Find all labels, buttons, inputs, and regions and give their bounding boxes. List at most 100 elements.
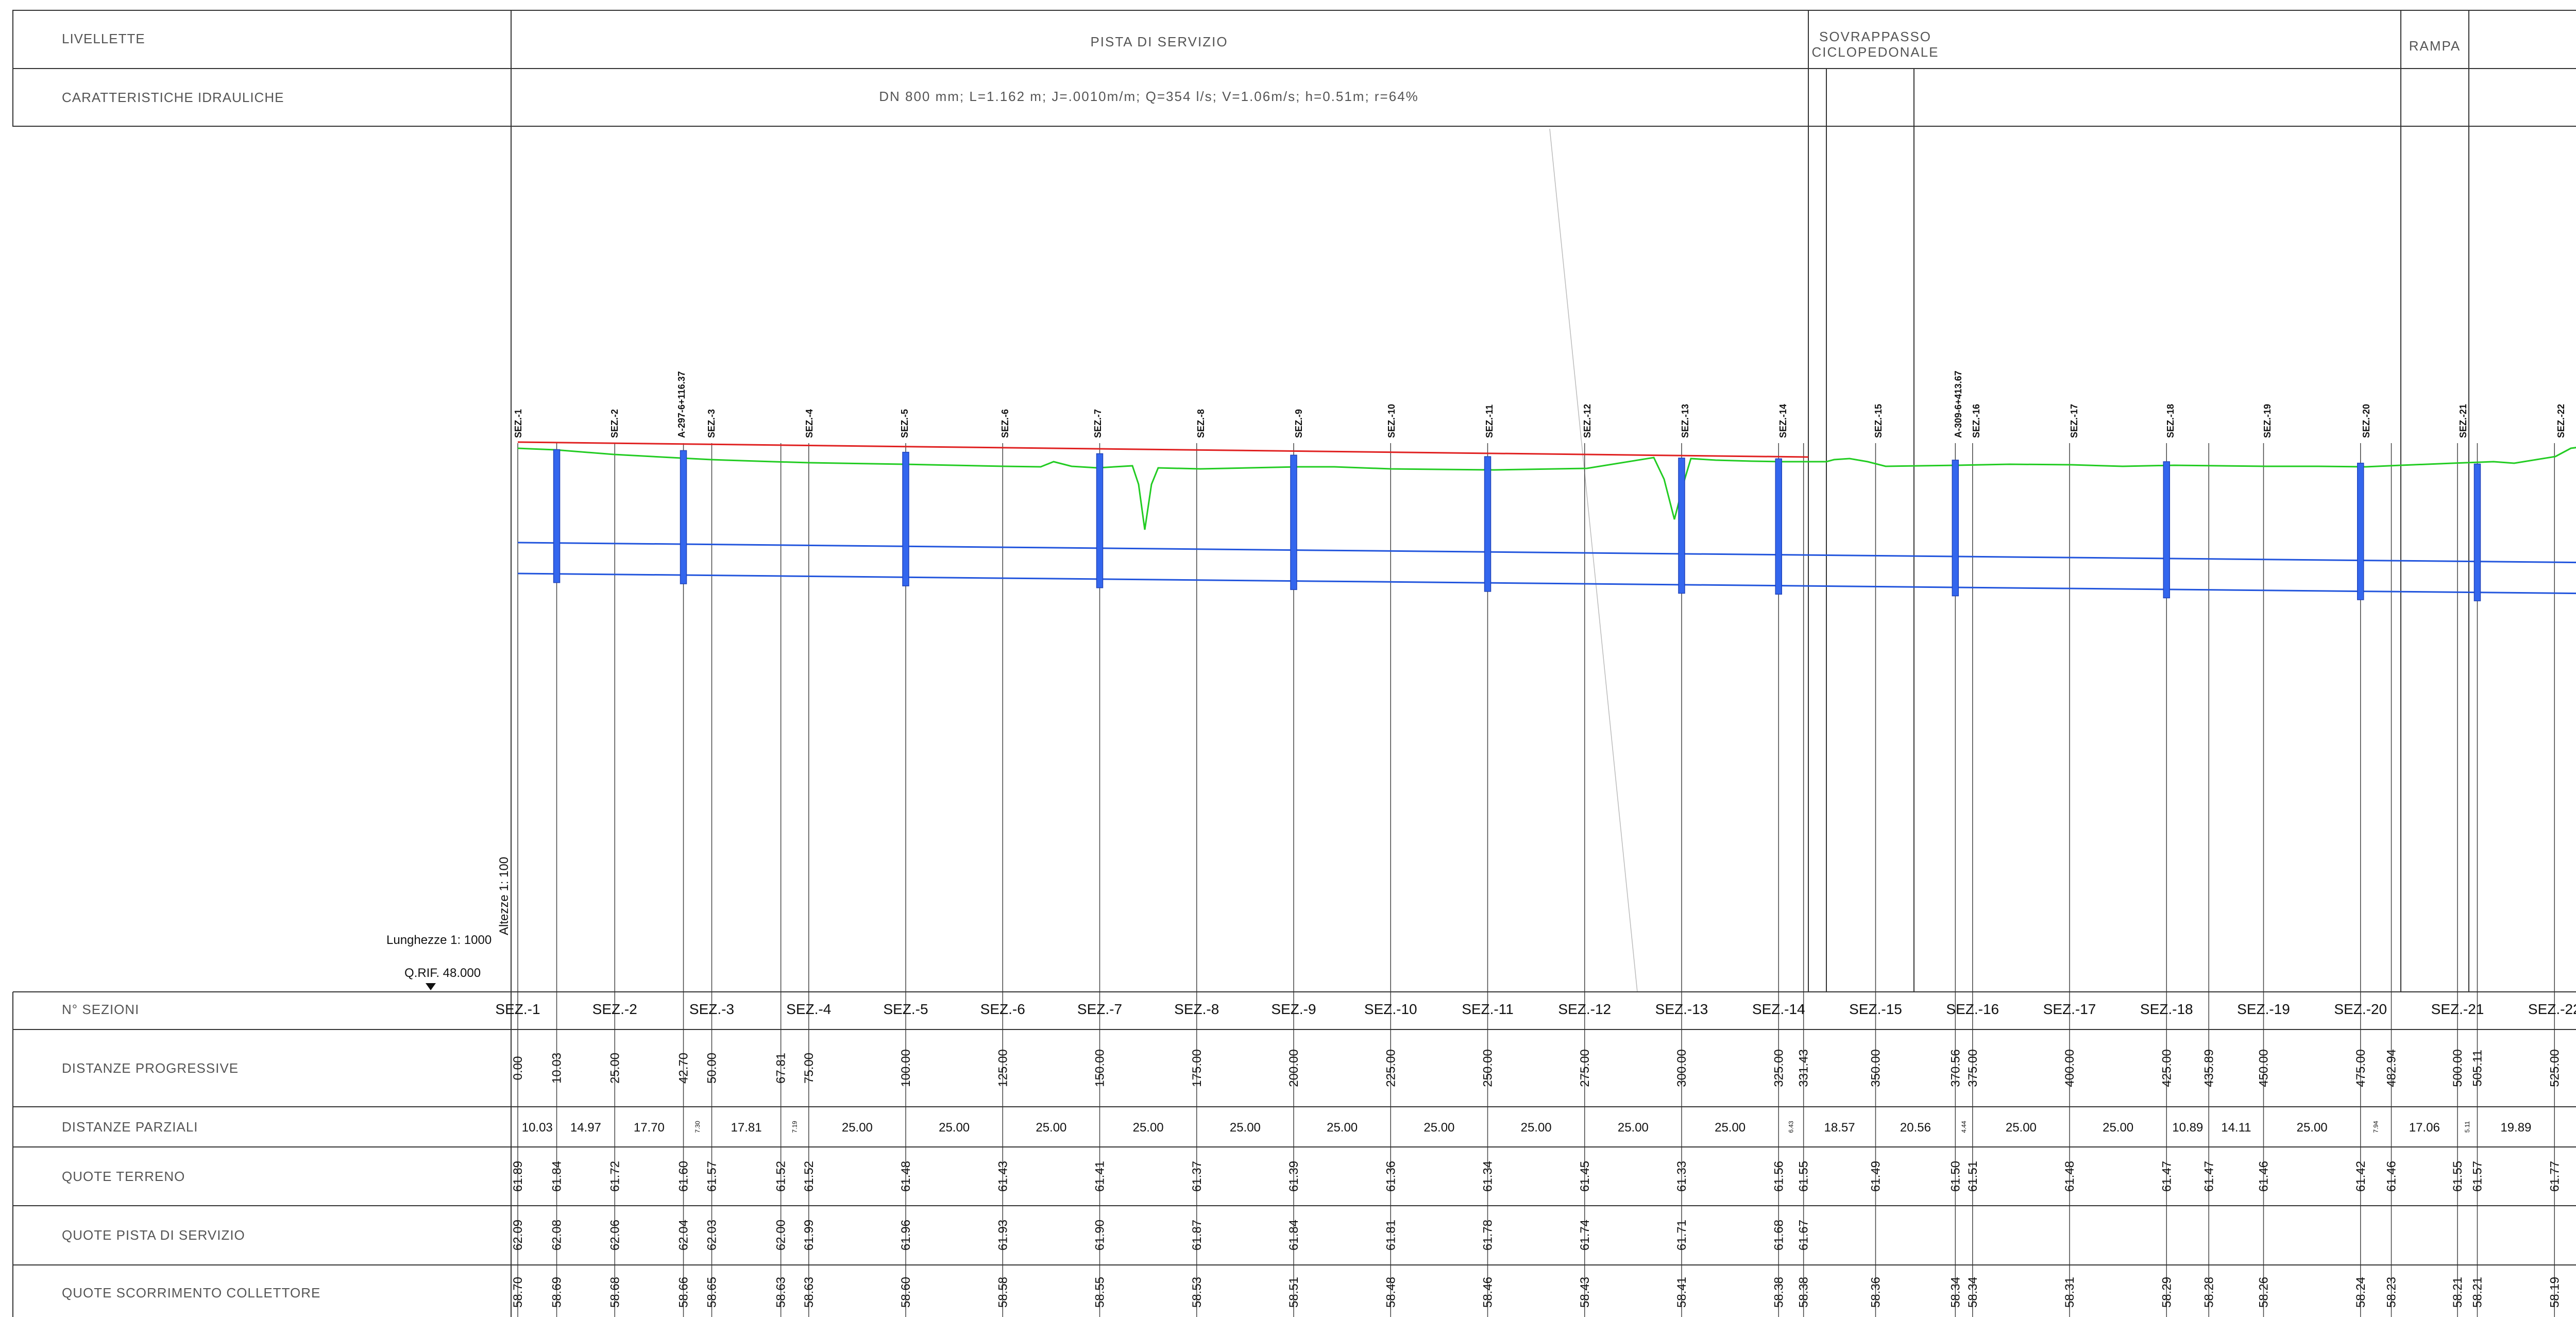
partial-distance: 25.00: [1521, 1121, 1552, 1135]
progressive-distance: 331.43: [1797, 1049, 1811, 1087]
terrain-elevation: 61.55: [2451, 1161, 2465, 1192]
terrain-elevation: 61.84: [550, 1161, 564, 1192]
collector-invert-elevation: 58.63: [802, 1277, 816, 1308]
progressive-distance: 370.56: [1948, 1049, 1962, 1087]
manhole: [1678, 458, 1685, 594]
section-name: SEZ.-21: [2431, 1001, 2484, 1017]
terrain-elevation: 61.50: [1948, 1161, 1962, 1192]
section-top-label: SEZ.-15: [1873, 404, 1884, 438]
section-name: SEZ.-10: [1364, 1001, 1417, 1017]
progressive-distance: 525.00: [2548, 1049, 2562, 1087]
progressive-distance: 375.00: [1966, 1049, 1980, 1087]
segment-rampa: RAMPA: [2409, 38, 2461, 54]
row-label-terreno: QUOTE TERRENO: [62, 1169, 185, 1184]
section-top-label: SEZ.-11: [1484, 404, 1495, 438]
collector-invert-elevation: 58.21: [2470, 1277, 2484, 1308]
partial-distance: 7.94: [2372, 1121, 2380, 1133]
table-values: SEZ.-1 SEZ.-2 SEZ.-3 SEZ.-4 SEZ.-5 SEZ.-6 SEZ.…: [495, 1001, 2576, 1308]
service-track-elevation: 61.96: [899, 1220, 913, 1251]
collector-invert-elevation: 58.34: [1966, 1277, 1980, 1308]
section-top-label: SEZ.-7: [1093, 409, 1103, 438]
progressive-distance: 125.00: [996, 1049, 1010, 1087]
partial-distance: 7.30: [694, 1121, 701, 1133]
section-top-label: SEZ.-4: [804, 409, 815, 438]
service-track-elevation: 62.06: [608, 1220, 622, 1251]
section-name: SEZ.-5: [883, 1001, 928, 1017]
progressive-distance: 175.00: [1190, 1049, 1204, 1087]
collector-invert-elevation: 58.51: [1287, 1277, 1301, 1308]
vertical-scale-label: Altezze 1: 100: [497, 857, 511, 935]
collector-invert-elevation: 58.26: [2257, 1277, 2271, 1308]
collector-invert-elevation: 58.69: [550, 1277, 564, 1308]
partial-distance: 25.00: [1230, 1121, 1261, 1135]
section-top-label: SEZ.-19: [2262, 404, 2273, 438]
section-lines: [517, 443, 2555, 1317]
collector-invert-elevation: 58.38: [1772, 1277, 1786, 1308]
section-top-label: SEZ.-22: [2556, 404, 2566, 438]
progressive-distance: 0.00: [511, 1056, 525, 1080]
collector-invert-elevation: 58.23: [2385, 1277, 2399, 1308]
terrain-elevation: 61.42: [2354, 1161, 2368, 1192]
service-track-elevation: 62.03: [705, 1220, 719, 1251]
partial-distance: 25.00: [1327, 1121, 1358, 1135]
section-top-label: SEZ.-14: [1778, 404, 1788, 438]
terrain-elevation: 61.77: [2548, 1161, 2562, 1192]
section-name: SEZ.-13: [1655, 1001, 1708, 1017]
progressive-distance: 475.00: [2354, 1049, 2368, 1087]
row-label-sezioni: N° SEZIONI: [62, 1002, 139, 1017]
manhole: [2357, 463, 2364, 600]
progressive-distance: 100.00: [899, 1049, 913, 1087]
section-name: SEZ.-8: [1174, 1001, 1219, 1017]
collector-invert-elevation: 58.21: [2451, 1277, 2465, 1308]
terrain-elevation: 61.39: [1287, 1161, 1301, 1192]
terrain-elevation: 61.37: [1190, 1161, 1204, 1192]
partial-distance: 25.00: [842, 1121, 873, 1135]
progressive-distance: 400.00: [2063, 1049, 2077, 1087]
collector-invert-elevation: 58.29: [2160, 1277, 2174, 1308]
progressive-distance: 435.89: [2202, 1049, 2216, 1087]
design-grade-line: [517, 441, 1809, 458]
partial-distance: 7.19: [791, 1121, 799, 1133]
terrain-elevation: 61.55: [1797, 1161, 1811, 1192]
manholes: [553, 449, 2481, 601]
section-name: SEZ.-20: [2334, 1001, 2387, 1017]
header-table: [12, 10, 2576, 127]
service-track-elevation: 61.71: [1675, 1220, 1689, 1251]
partial-distance: 6.43: [1787, 1121, 1794, 1133]
section-name: SEZ.-11: [1462, 1001, 1514, 1017]
manhole: [1775, 458, 1782, 595]
progressive-distance: 275.00: [1578, 1049, 1592, 1087]
section-top-label: SEZ.-20: [2361, 404, 2371, 438]
collector-invert-elevation: 58.36: [1869, 1277, 1883, 1308]
terrain-elevation: 61.56: [1772, 1161, 1786, 1192]
section-name: SEZ.-3: [689, 1001, 734, 1017]
collector-invert-elevation: 58.41: [1675, 1277, 1689, 1308]
progressive-distance: 225.00: [1384, 1049, 1398, 1087]
livellette-label: LIVELLETTE: [62, 31, 145, 46]
section-top-label: SEZ.-21: [2458, 404, 2468, 438]
partial-distance: 10.89: [2172, 1121, 2203, 1135]
terrain-elevation: 61.41: [1093, 1161, 1107, 1192]
progressive-distance: 500.00: [2451, 1049, 2465, 1087]
caratteristiche-idrauliche-label: CARATTERISTICHE IDRAULICHE: [62, 90, 284, 105]
collector-invert-elevation: 58.53: [1190, 1277, 1204, 1308]
terrain-elevation: 61.47: [2160, 1161, 2174, 1192]
partial-distance: 25.00: [1423, 1121, 1454, 1135]
terrain-elevation: 61.43: [996, 1161, 1010, 1192]
collector-invert-elevation: 58.58: [996, 1277, 1010, 1308]
section-name: SEZ.-22: [2528, 1001, 2576, 1017]
row-label-progressive: DISTANZE PROGRESSIVE: [62, 1060, 239, 1076]
collector-invert-elevation: 58.46: [1481, 1277, 1495, 1308]
collector-invert-elevation: 58.28: [2202, 1277, 2216, 1308]
segment-pista-di-servizio: PISTA DI SERVIZIO: [1090, 34, 1228, 49]
horizontal-scale-label: Lunghezze 1: 1000: [386, 933, 492, 947]
partial-distance: 14.97: [570, 1121, 601, 1135]
partial-distance: 17.70: [634, 1121, 665, 1135]
section-top-label: SEZ.-12: [1582, 404, 1592, 438]
collector-invert-elevation: 58.43: [1578, 1277, 1592, 1308]
progressive-distance: 450.00: [2257, 1049, 2271, 1087]
progressive-distance: 200.00: [1287, 1049, 1301, 1087]
section-top-label: SEZ.-13: [1680, 404, 1690, 438]
terrain-line: [517, 447, 2576, 530]
